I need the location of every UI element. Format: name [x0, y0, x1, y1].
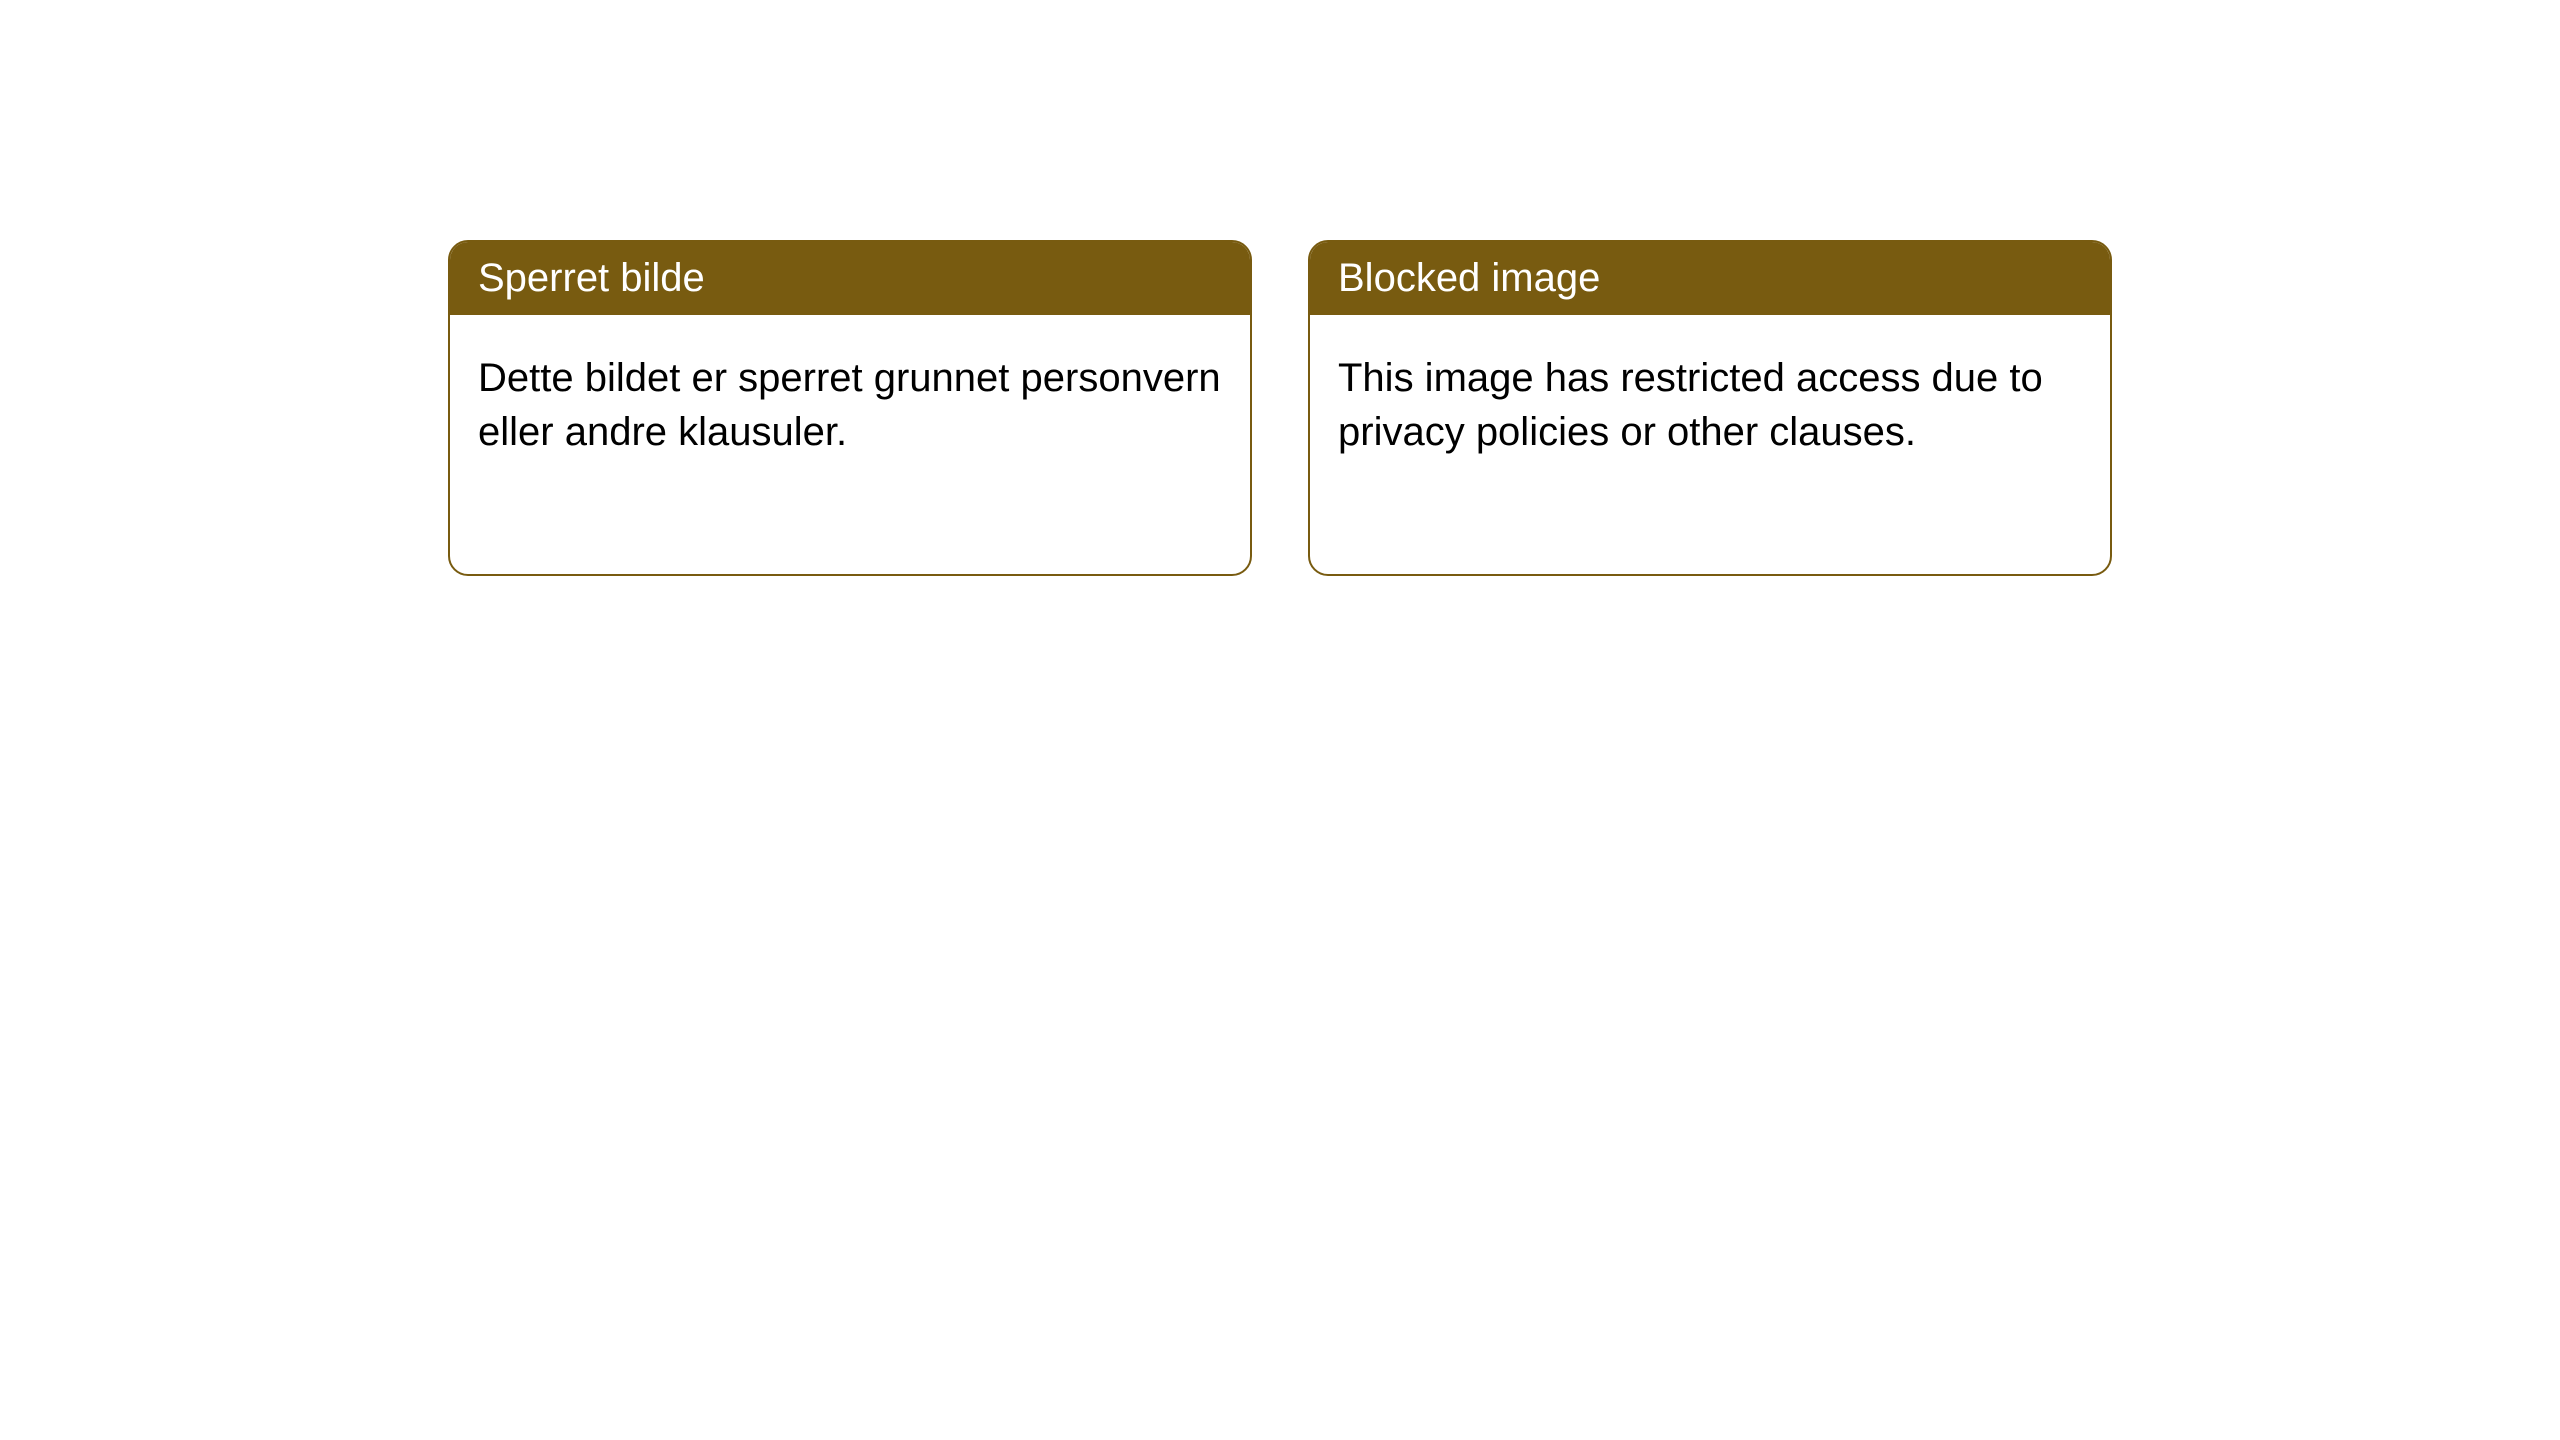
card-header: Sperret bilde [450, 242, 1250, 315]
card-body: This image has restricted access due to … [1310, 315, 2110, 495]
card-body-text: This image has restricted access due to … [1338, 356, 2043, 454]
card-body-text: Dette bildet er sperret grunnet personve… [478, 356, 1221, 454]
blocked-image-card-en: Blocked image This image has restricted … [1308, 240, 2112, 576]
card-header-text: Sperret bilde [478, 256, 705, 300]
notice-cards-container: Sperret bilde Dette bildet er sperret gr… [448, 240, 2112, 576]
card-body: Dette bildet er sperret grunnet personve… [450, 315, 1250, 495]
blocked-image-card-no: Sperret bilde Dette bildet er sperret gr… [448, 240, 1252, 576]
card-header-text: Blocked image [1338, 256, 1600, 300]
card-header: Blocked image [1310, 242, 2110, 315]
